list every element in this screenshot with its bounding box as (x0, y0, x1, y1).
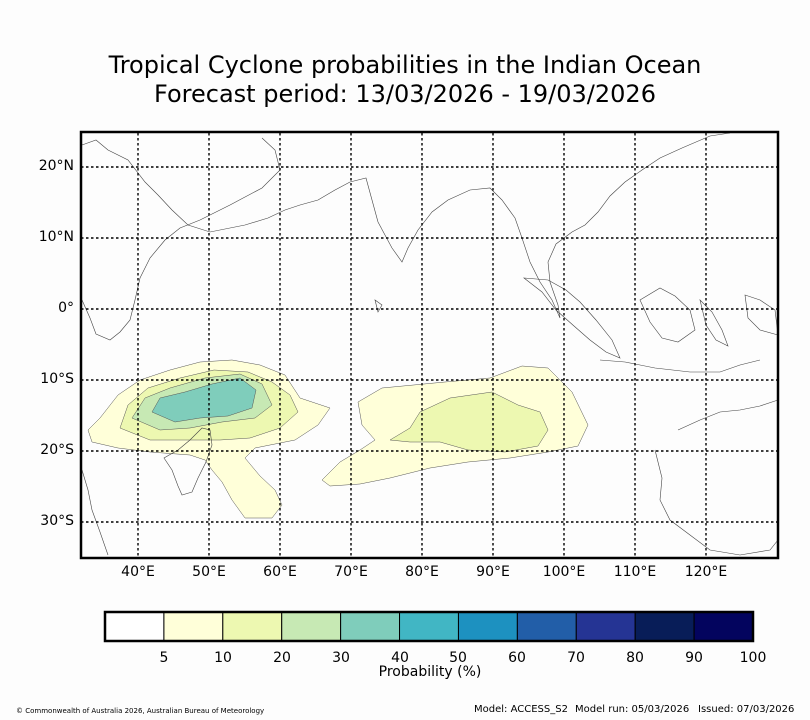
colorbar-label-70: 70 (567, 650, 585, 666)
colorbar-cell-5 (399, 611, 459, 642)
contour-10-20-central (389, 391, 549, 453)
colorbar-label-60: 60 (508, 650, 526, 666)
map-title-line1: Tropical Cyclone probabilities in the In… (108, 51, 702, 79)
lon-label-90E: 90°E (476, 564, 510, 580)
colorbar-frame (103, 610, 755, 643)
colorbar-cell-9 (634, 611, 695, 642)
lon-label-70E: 70°E (334, 564, 368, 580)
lon-label-120E: 120°E (684, 564, 728, 580)
lat-label-0: 0° (58, 300, 74, 316)
model-run-date: Model run: 05/03/2026 (575, 704, 690, 715)
colorbar-cell-4 (340, 611, 401, 642)
colorbar-label-5: 5 (159, 650, 169, 666)
colorbar-title: Probability (%) (378, 664, 482, 680)
colorbar-cell-7 (516, 611, 577, 642)
map-frame (79, 130, 780, 560)
colorbar-cell-1 (163, 611, 224, 642)
lat-label-10S: 10°S (40, 371, 74, 387)
lon-label-100E: 100°E (542, 564, 586, 580)
lat-label-20S: 20°S (40, 442, 74, 458)
lon-label-60E: 60°E (263, 564, 297, 580)
lon-label-40E: 40°E (121, 564, 155, 580)
colorbar-cell-3 (281, 611, 342, 642)
colorbar-label-90: 90 (685, 650, 703, 666)
lat-label-20N: 20°N (38, 158, 74, 174)
colorbar-label-20: 20 (273, 650, 291, 666)
model-name: Model: ACCESS_S2 (474, 704, 568, 715)
colorbar-cell-2 (222, 611, 283, 642)
colorbar-cells (104, 611, 754, 642)
colorbar-label-10: 10 (214, 650, 232, 666)
contour-30-40-west (151, 377, 257, 423)
map-title-line2: Forecast period: 13/03/2026 - 19/03/2026 (154, 80, 656, 108)
copyright-notice: © Commonwealth of Australia 2026, Austra… (16, 707, 265, 715)
colorbar-cell-10 (693, 611, 754, 642)
colorbar-label-100: 100 (739, 650, 767, 666)
colorbar-cell-8 (575, 611, 636, 642)
lat-label-10N: 10°N (38, 229, 74, 245)
lon-label-110E: 110°E (613, 564, 657, 580)
colorbar-label-80: 80 (626, 650, 644, 666)
graticule (81, 133, 778, 558)
colorbar-cell-6 (457, 611, 518, 642)
lon-label-80E: 80°E (405, 564, 439, 580)
colorbar-label-40: 40 (391, 650, 409, 666)
colorbar-cell-0 (104, 611, 165, 642)
lat-label-30S: 30°S (40, 513, 74, 529)
issued-date: Issued: 07/03/2026 (698, 704, 795, 715)
colorbar-label-30: 30 (332, 650, 350, 666)
lon-label-50E: 50°E (192, 564, 226, 580)
colorbar-label-50: 50 (449, 650, 467, 666)
